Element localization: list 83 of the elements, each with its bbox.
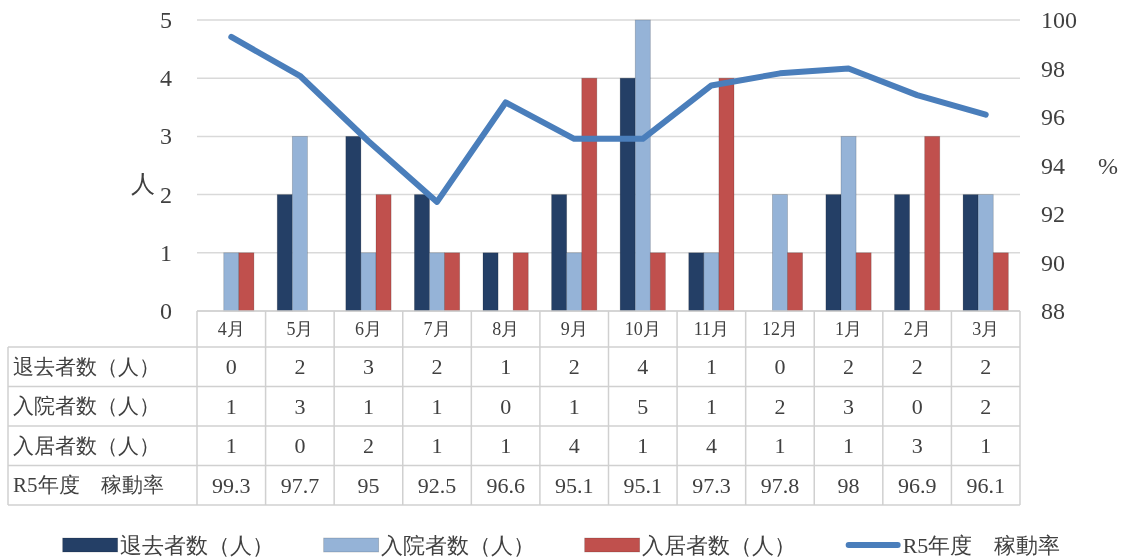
data-label: 1 xyxy=(637,433,649,459)
data-label: 2 xyxy=(431,354,443,380)
data-label: 3 xyxy=(294,393,306,419)
data-label: 2 xyxy=(980,393,992,419)
data-label: 2 xyxy=(568,354,580,380)
y2-tick-label: 98 xyxy=(1041,55,1065,82)
table-row-label: 入院者数（人） xyxy=(13,394,160,419)
x-tick-label: 10月 xyxy=(624,319,661,339)
data-label: 2 xyxy=(843,354,855,380)
data-label: 2 xyxy=(980,354,992,380)
data-label: 99.3 xyxy=(212,472,251,498)
data-label: 2 xyxy=(294,354,306,380)
data-label: 3 xyxy=(911,433,923,459)
data-label: 2 xyxy=(362,433,374,459)
data-label: 5 xyxy=(637,393,649,419)
data-label: 0 xyxy=(225,354,237,380)
data-label: 0 xyxy=(294,433,306,459)
x-tick-label: 11月 xyxy=(693,319,730,339)
y-tick-label: 0 xyxy=(160,298,172,324)
data-label: 1 xyxy=(362,393,374,419)
y2-axis-title: % xyxy=(1098,153,1118,179)
y2-tick-label: 94 xyxy=(1041,152,1065,179)
table-row-label: 退去者数（人） xyxy=(13,354,160,379)
data-label: 1 xyxy=(843,433,855,459)
data-label: 2 xyxy=(911,354,923,380)
legend-label: R5年度 稼動率 xyxy=(902,532,1061,558)
x-tick-label: 8月 xyxy=(492,319,520,339)
x-tick-label: 2月 xyxy=(903,319,931,339)
y2-tick-label: 100 xyxy=(1041,7,1077,33)
x-tick-label: 7月 xyxy=(423,319,451,339)
data-label: 0 xyxy=(911,393,923,419)
y-tick-label: 2 xyxy=(160,181,172,208)
data-label: 98 xyxy=(837,472,860,498)
data-label: 3 xyxy=(843,393,855,419)
data-label: 96.9 xyxy=(897,472,937,498)
y2-tick-label: 90 xyxy=(1041,249,1065,276)
data-label: 95.1 xyxy=(554,472,594,498)
data-label: 1 xyxy=(225,393,237,419)
data-label: 1 xyxy=(431,393,443,419)
y2-tick-label: 96 xyxy=(1041,104,1065,130)
data-label: 4 xyxy=(637,354,649,380)
y-axis-title: 人 xyxy=(131,171,155,197)
y-tick-label: 4 xyxy=(160,65,172,92)
data-label: 95 xyxy=(357,472,380,498)
data-label: 96.1 xyxy=(966,472,1005,498)
data-label: 1 xyxy=(705,354,717,380)
table-row-label: 入居者数（人） xyxy=(13,433,160,458)
x-tick-label: 12月 xyxy=(761,319,798,339)
legend-label: 入居者数（人） xyxy=(641,532,796,558)
data-label: 97.3 xyxy=(692,472,731,498)
x-tick-label: 3月 xyxy=(972,319,1000,339)
data-label: 1 xyxy=(774,433,786,459)
x-tick-label: 4月 xyxy=(217,319,245,339)
data-label: 1 xyxy=(431,433,443,459)
data-label: 97.7 xyxy=(280,472,320,498)
x-tick-label: 5月 xyxy=(286,319,314,339)
data-label: 2 xyxy=(774,393,786,419)
x-tick-label: 6月 xyxy=(354,319,382,339)
data-label: 4 xyxy=(705,433,717,459)
data-label: 3 xyxy=(362,354,374,380)
data-label: 1 xyxy=(705,393,717,419)
data-label: 4 xyxy=(568,433,580,459)
y2-tick-label: 88 xyxy=(1041,298,1065,324)
x-tick-label: 1月 xyxy=(835,319,863,339)
data-label: 1 xyxy=(500,433,512,459)
data-label: 95.1 xyxy=(623,472,663,498)
data-label: 1 xyxy=(568,393,580,419)
data-label: 0 xyxy=(774,354,786,380)
y-tick-label: 5 xyxy=(160,7,172,33)
x-tick-label: 9月 xyxy=(560,319,588,339)
y2-tick-label: 92 xyxy=(1041,201,1065,227)
data-label: 1 xyxy=(980,433,992,459)
data-label: 0 xyxy=(500,393,512,419)
legend-label: 退去者数（人） xyxy=(119,532,274,558)
y-tick-label: 1 xyxy=(160,239,172,266)
legend-label: 入院者数（人） xyxy=(380,532,535,558)
data-label: 92.5 xyxy=(417,472,457,498)
table-row-label: R5年度 稼動率 xyxy=(13,473,164,498)
data-label: 1 xyxy=(225,433,237,459)
data-label: 96.6 xyxy=(486,472,525,498)
data-label: 97.8 xyxy=(760,472,800,498)
data-label: 1 xyxy=(500,354,512,380)
y-tick-label: 3 xyxy=(160,123,172,150)
